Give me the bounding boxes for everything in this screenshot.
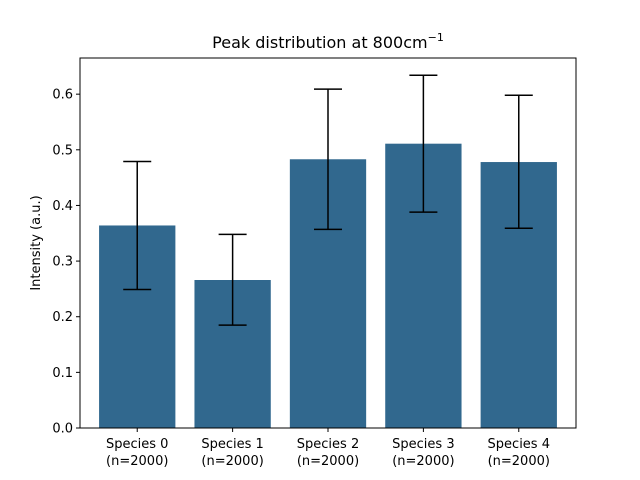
chart-title: Peak distribution at 800cm−1 <box>212 31 444 52</box>
x-tick-label: Species 3 <box>392 437 454 452</box>
y-tick-label: 0.0 <box>52 422 73 437</box>
x-tick-sublabel: (n=2000) <box>201 454 263 469</box>
y-tick-label: 0.6 <box>52 88 73 103</box>
plot-frame <box>79 57 577 429</box>
y-tick-label: 0.2 <box>52 310 73 325</box>
chart-title-text: Peak distribution at 800cm <box>212 33 427 52</box>
x-tick-sublabel: (n=2000) <box>106 454 168 469</box>
y-axis-label: Intensity (a.u.) <box>29 195 44 290</box>
y-tick-label: 0.3 <box>52 255 73 270</box>
x-tick-sublabel: (n=2000) <box>297 454 359 469</box>
x-tick-label: Species 1 <box>201 437 263 452</box>
y-tick-label: 0.5 <box>52 143 73 158</box>
x-axis: Species 0 (n=2000) Species 1 (n=2000) Specie… <box>106 428 550 469</box>
x-tick-sublabel: (n=2000) <box>392 454 454 469</box>
error-bars-group <box>123 74 533 326</box>
y-tick-label: 0.1 <box>52 366 73 381</box>
x-tick-label: Species 4 <box>488 437 550 452</box>
chart-title-superscript: −1 <box>428 31 444 44</box>
x-tick-label: Species 0 <box>106 437 168 452</box>
y-tick-label: 0.4 <box>52 199 73 214</box>
y-axis: 0.0 0.1 0.2 0.3 0.4 0.5 0.6 <box>52 88 80 437</box>
x-tick-sublabel: (n=2000) <box>488 454 550 469</box>
x-tick-label: Species 2 <box>297 437 359 452</box>
